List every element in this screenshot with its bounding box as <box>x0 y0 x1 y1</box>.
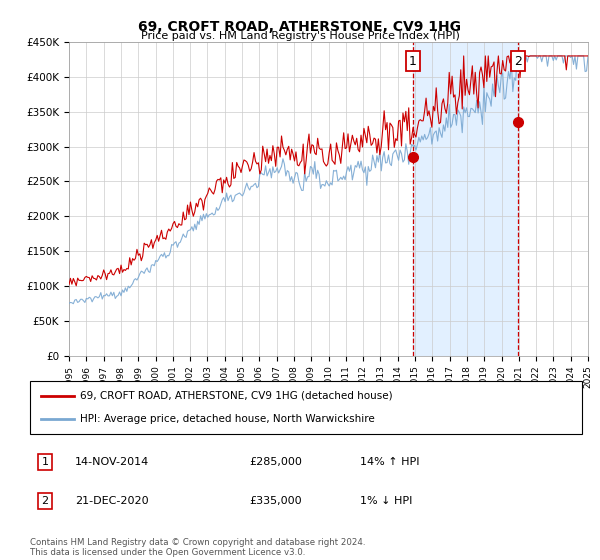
Bar <box>413 42 518 356</box>
Text: 1: 1 <box>41 457 49 467</box>
Text: 14% ↑ HPI: 14% ↑ HPI <box>360 457 419 467</box>
Text: 2: 2 <box>41 496 49 506</box>
Text: 14-NOV-2014: 14-NOV-2014 <box>75 457 149 467</box>
FancyBboxPatch shape <box>30 381 582 434</box>
Text: HPI: Average price, detached house, North Warwickshire: HPI: Average price, detached house, Nort… <box>80 414 374 424</box>
Text: £335,000: £335,000 <box>249 496 302 506</box>
Text: Contains HM Land Registry data © Crown copyright and database right 2024.
This d: Contains HM Land Registry data © Crown c… <box>30 538 365 557</box>
Text: 1% ↓ HPI: 1% ↓ HPI <box>360 496 412 506</box>
Text: 69, CROFT ROAD, ATHERSTONE, CV9 1HG (detached house): 69, CROFT ROAD, ATHERSTONE, CV9 1HG (det… <box>80 391 392 401</box>
Text: 69, CROFT ROAD, ATHERSTONE, CV9 1HG: 69, CROFT ROAD, ATHERSTONE, CV9 1HG <box>139 20 461 34</box>
Text: £285,000: £285,000 <box>249 457 302 467</box>
Text: 1: 1 <box>409 54 417 68</box>
Text: Price paid vs. HM Land Registry's House Price Index (HPI): Price paid vs. HM Land Registry's House … <box>140 31 460 41</box>
Text: 21-DEC-2020: 21-DEC-2020 <box>75 496 149 506</box>
Text: 2: 2 <box>514 54 522 68</box>
